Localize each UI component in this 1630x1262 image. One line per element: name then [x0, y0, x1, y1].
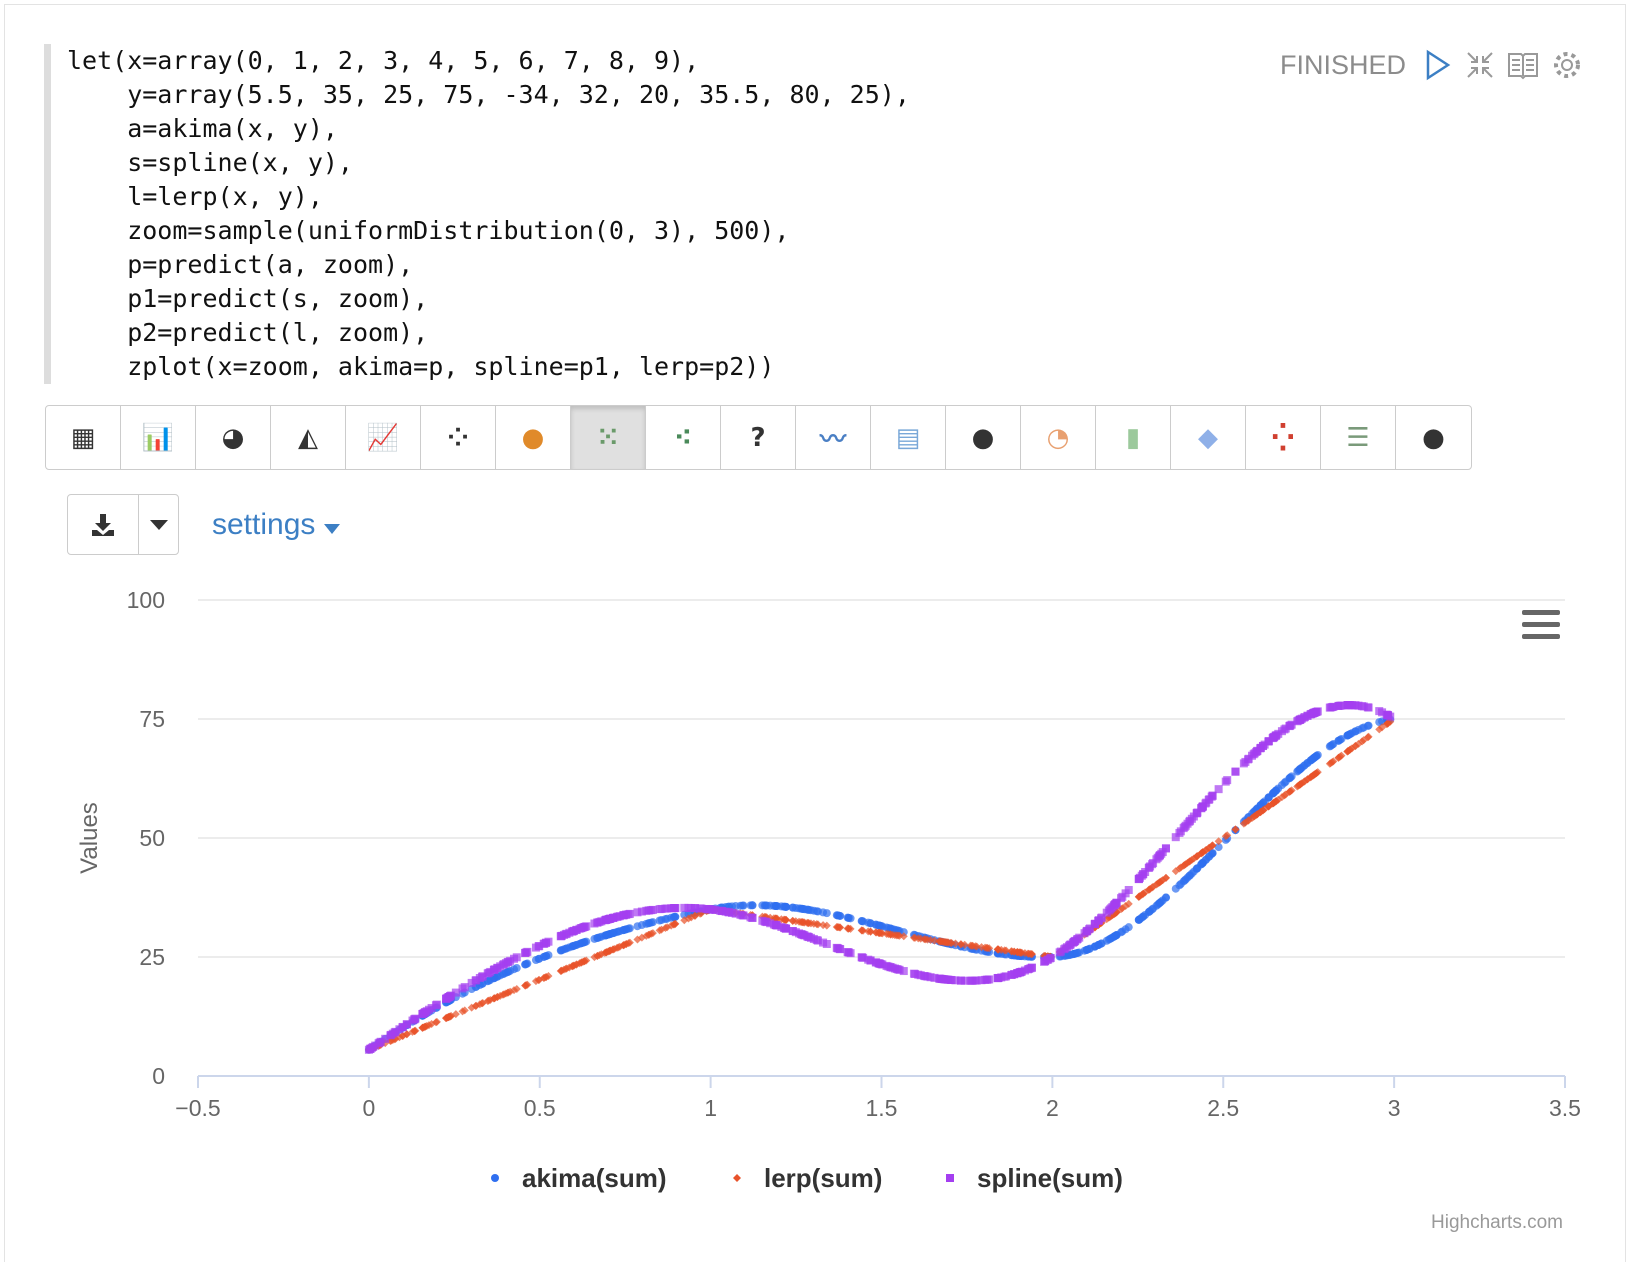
toolbar-button-table[interactable]: ▦	[46, 406, 121, 469]
area-chart-icon: ◭	[298, 422, 318, 453]
notebook-paragraph	[4, 4, 1626, 1262]
code-line: p=predict(a, zoom),	[67, 250, 414, 279]
gear-icon[interactable]	[1550, 48, 1584, 82]
toolbar-button-globe[interactable]: ●	[946, 406, 1021, 469]
status-label: FINISHED	[1280, 50, 1407, 80]
pie-chart-icon: ◕	[221, 422, 245, 453]
scatter-chart-icon: ⁖	[674, 422, 692, 453]
toolbar-button-scatter-chart[interactable]: ⁖	[646, 406, 721, 469]
run-icon[interactable]	[1420, 48, 1454, 82]
line-chart-icon: 📈	[366, 422, 400, 453]
toolbar-button-area-color[interactable]: ◆	[1171, 406, 1246, 469]
pie-color-icon: ◔	[1046, 422, 1070, 453]
toolbar-button-bar-chart[interactable]: 📊	[121, 406, 196, 469]
code-line: s=spline(x, y),	[67, 148, 353, 177]
code-line: zplot(x=zoom, akima=p, spline=p1, lerp=p…	[67, 352, 775, 381]
toolbar-button-scatter-grid[interactable]: ⁙	[571, 406, 646, 469]
code-line: l=lerp(x, y),	[67, 182, 323, 211]
book-icon[interactable]	[1506, 48, 1540, 82]
toolbar-button-multi-line[interactable]: 〰	[796, 406, 871, 469]
code-line: zoom=sample(uniformDistribution(0, 3), 5…	[67, 216, 790, 245]
download-icon	[92, 513, 114, 536]
code-line: let(x=array(0, 1, 2, 3, 4, 5, 6, 7, 8, 9…	[67, 46, 700, 75]
globe-icon-2: ●	[1422, 422, 1445, 453]
bar-chart-icon: 📊	[141, 422, 175, 453]
toolbar-button-help[interactable]: ?	[721, 406, 796, 469]
download-button-group	[67, 494, 179, 555]
caret-down-icon	[323, 524, 340, 534]
visualization-toolbar: ▦ 📊 ◕ ◭ 📈 ⁘ ● ⁙ ⁖? 〰 ▤ ● ◔ ▮ ◆ ⁛ ☰ ●	[45, 405, 1472, 470]
help-icon: ?	[750, 422, 766, 453]
table-icon: ▦	[70, 422, 96, 453]
globe-orange-icon: ●	[521, 422, 545, 453]
chart-menu-icon[interactable]	[1522, 608, 1560, 642]
code-line: p2=predict(l, zoom),	[67, 318, 429, 347]
multi-line-icon: 〰	[819, 425, 846, 455]
toolbar-button-globe-orange[interactable]: ●	[496, 406, 571, 469]
toolbar-button-sliders[interactable]: ☰	[1321, 406, 1396, 469]
heatmap-icon: ▤	[895, 422, 921, 453]
toolbar-button-line-chart[interactable]: 📈	[346, 406, 421, 469]
globe-icon: ●	[971, 422, 995, 453]
collapse-icon[interactable]	[1463, 48, 1497, 82]
toolbar-button-dots-color[interactable]: ⁛	[1246, 406, 1321, 469]
area-color-icon: ◆	[1198, 422, 1218, 453]
download-dropdown-button[interactable]	[139, 495, 178, 554]
toolbar-button-globe-2[interactable]: ●	[1396, 406, 1471, 469]
toolbar-button-bar-color[interactable]: ▮	[1096, 406, 1171, 469]
bar-color-icon: ▮	[1125, 422, 1141, 453]
code-editor[interactable]: let(x=array(0, 1, 2, 3, 4, 5, 6, 7, 8, 9…	[44, 44, 1244, 384]
code-line: y=array(5.5, 35, 25, 75, -34, 32, 20, 35…	[67, 80, 910, 109]
sliders-icon: ☰	[1346, 422, 1370, 453]
toolbar-button-pie-color[interactable]: ◔	[1021, 406, 1096, 469]
toolbar-button-pie-chart[interactable]: ◕	[196, 406, 271, 469]
toolbar-button-area-chart[interactable]: ◭	[271, 406, 346, 469]
scatter-icon: ⁘	[447, 422, 469, 453]
toolbar-button-scatter[interactable]: ⁘	[421, 406, 496, 469]
dots-color-icon: ⁛	[1271, 422, 1295, 453]
download-button[interactable]	[68, 495, 139, 554]
settings-label: settings	[212, 508, 316, 541]
code-line: p1=predict(s, zoom),	[67, 284, 429, 313]
caret-down-icon	[149, 519, 168, 530]
settings-dropdown[interactable]: settings	[212, 508, 340, 542]
code-line: a=akima(x, y),	[67, 114, 338, 143]
scatter-grid-icon: ⁙	[597, 422, 619, 453]
toolbar-button-heatmap[interactable]: ▤	[871, 406, 946, 469]
